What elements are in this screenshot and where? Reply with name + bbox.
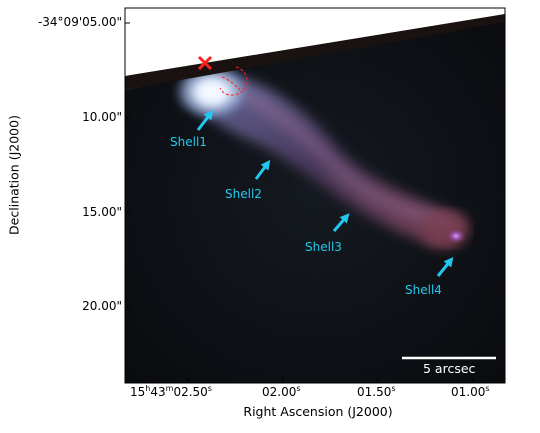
label-shell3: Shell3 <box>305 240 342 254</box>
y-axis-label: Declination (J2000) <box>6 115 22 235</box>
x-tick-label: 02.00s <box>262 384 301 399</box>
dashed-arc <box>219 66 248 96</box>
label-shell4: Shell4 <box>405 283 442 297</box>
label-shell2: Shell2 <box>225 187 262 201</box>
y-tick-label: 10.00" <box>82 110 122 124</box>
sky-image <box>125 8 505 383</box>
label-shell1: Shell1 <box>170 135 207 149</box>
shell-arrows <box>196 109 454 277</box>
arrow-shell4 <box>436 257 454 277</box>
x-tick-label: 01.00s <box>451 384 490 399</box>
y-tick-label: 20.00" <box>82 299 122 313</box>
y-tick-label: 15.00" <box>82 205 122 219</box>
dashed-arc-inner <box>221 76 241 91</box>
arrow-shell2 <box>254 159 271 180</box>
x-marker <box>197 55 213 71</box>
x-tick-label: 15h43m02.50s <box>130 384 212 399</box>
x-axis-label: Right Ascension (J2000) <box>243 404 393 419</box>
scale-bar-label: 5 arcsec <box>423 361 476 376</box>
plot-frame <box>124 7 506 384</box>
arrow-shell3 <box>332 213 350 232</box>
x-tick-label: 01.50s <box>357 384 396 399</box>
tick-marks <box>125 22 474 383</box>
arrow-shell1 <box>196 109 214 131</box>
y-tick-label: -34°09'05.00" <box>37 15 122 29</box>
